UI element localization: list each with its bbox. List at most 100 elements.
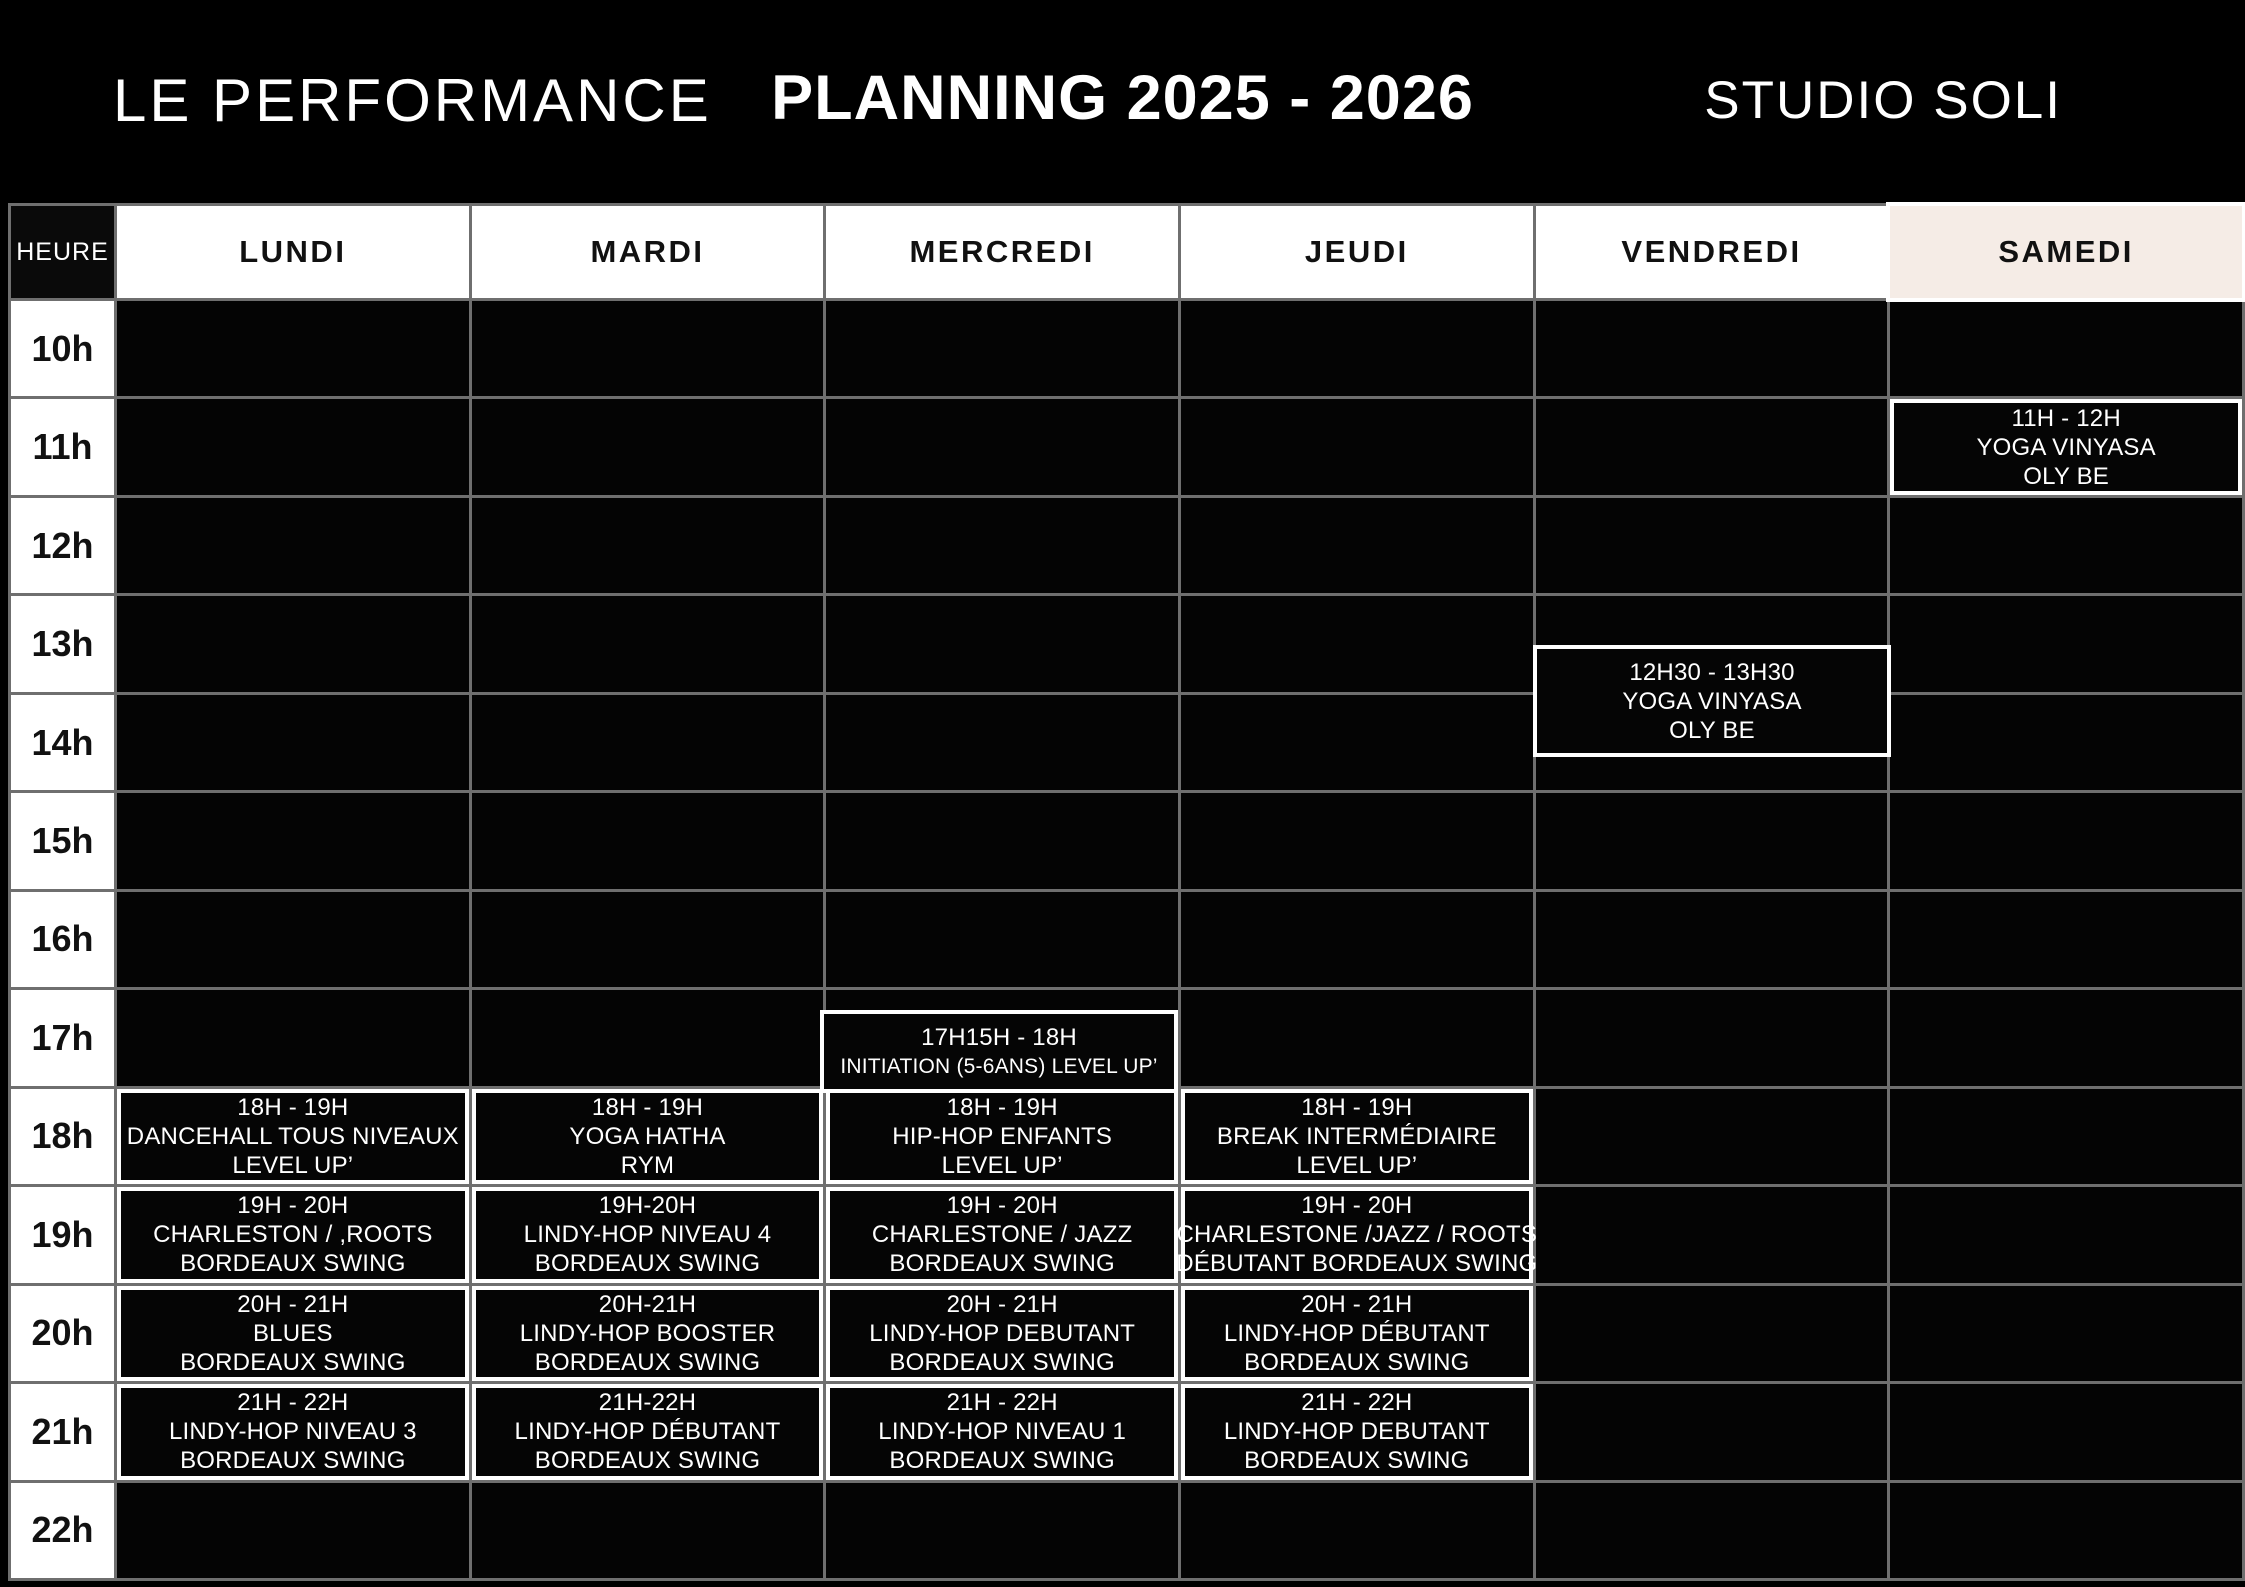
event-mercredi-lindyhop-debutant: 20H - 21H LINDY-HOP DEBUTANT BORDEAUX SW… — [826, 1285, 1178, 1382]
cell-mardi-18h: 18H - 19H YOGA HATHA RYM — [471, 1088, 824, 1185]
hour-label-16h: 16h — [11, 891, 114, 988]
cell-lundi-22h — [117, 1482, 469, 1578]
cell-jeudi-21h: 21H - 22H LINDY-HOP DEBUTANT BORDEAUX SW… — [1180, 1384, 1533, 1480]
cell-samedi-17h — [1890, 990, 2242, 1086]
cell-lundi-21h: 21H - 22H LINDY-HOP NIVEAU 3 BORDEAUX SW… — [117, 1384, 469, 1480]
cell-mercredi-18h: 18H - 19H HIP-HOP ENFANTS LEVEL UP’ — [826, 1088, 1178, 1185]
day-header-samedi: SAMEDI — [1890, 206, 2242, 298]
schedule-grid: HEURE LUNDI MARDI MERCREDI JEUDI VENDRED… — [8, 203, 2245, 1581]
cell-mardi-19h: 19H-20H LINDY-HOP NIVEAU 4 BORDEAUX SWIN… — [471, 1187, 824, 1283]
cell-jeudi-14h — [1180, 694, 1533, 791]
event-title: BREAK INTERMÉDIAIRE — [1216, 1122, 1497, 1150]
event-time: 21H - 22H — [1301, 1389, 1413, 1417]
event-mercredi-initiation: 17H15H - 18H INITIATION (5-6ANS) LEVEL U… — [820, 1010, 1178, 1093]
event-time: 21H - 22H — [946, 1389, 1058, 1417]
hour-label-18h: 18h — [11, 1088, 114, 1185]
cell-samedi-12h — [1890, 497, 2242, 594]
cell-lundi-13h — [117, 596, 469, 692]
event-org: BORDEAUX SWING — [1244, 1447, 1470, 1475]
cell-samedi-19h — [1890, 1187, 2242, 1283]
cell-samedi-20h — [1890, 1285, 2242, 1382]
hour-label-12h: 12h — [11, 497, 114, 594]
cell-lundi-19h: 19H - 20H CHARLESTON / ,ROOTS BORDEAUX S… — [117, 1187, 469, 1283]
cell-vendredi-20h — [1535, 1285, 1888, 1382]
cell-mercredi-19h: 19H - 20H CHARLESTONE / JAZZ BORDEAUX SW… — [826, 1187, 1178, 1283]
hour-column-header: HEURE — [11, 206, 114, 298]
cell-jeudi-10h — [1180, 301, 1533, 397]
cell-samedi-21h — [1890, 1384, 2242, 1480]
event-time: 20H - 21H — [946, 1290, 1058, 1318]
event-time: 21H - 22H — [237, 1389, 349, 1417]
event-jeudi-lindyhop-debutant: 20H - 21H LINDY-HOP DÉBUTANT BORDEAUX SW… — [1180, 1285, 1533, 1382]
event-samedi-yoga-vinyasa: 11H - 12H YOGA VINYASA OLY BE — [1890, 399, 2242, 495]
event-org: OLY BE — [2023, 462, 2109, 490]
event-title: CHARLESTONE /JAZZ / ROOTS — [1176, 1221, 1538, 1249]
event-time: 11H - 12H — [2011, 404, 2121, 432]
event-org: LEVEL UP’ — [941, 1151, 1063, 1179]
event-title: LINDY-HOP DÉBUTANT — [514, 1418, 781, 1446]
cell-mardi-10h — [471, 301, 824, 397]
cell-mardi-21h: 21H-22H LINDY-HOP DÉBUTANT BORDEAUX SWIN… — [471, 1384, 824, 1480]
hour-label-19h: 19h — [11, 1187, 114, 1283]
cell-mercredi-20h: 20H - 21H LINDY-HOP DEBUTANT BORDEAUX SW… — [826, 1285, 1178, 1382]
cell-mercredi-15h — [826, 793, 1178, 889]
cell-samedi-15h — [1890, 793, 2242, 889]
event-time: 12H30 - 13H30 — [1629, 658, 1795, 686]
cell-mardi-12h — [471, 497, 824, 594]
cell-lundi-10h — [117, 301, 469, 397]
cell-mercredi-22h — [826, 1482, 1178, 1578]
event-jeudi-break-intermediaire: 18H - 19H BREAK INTERMÉDIAIRE LEVEL UP’ — [1180, 1088, 1533, 1185]
cell-lundi-15h — [117, 793, 469, 889]
event-mardi-lindyhop-niveau4: 19H-20H LINDY-HOP NIVEAU 4 BORDEAUX SWIN… — [471, 1187, 824, 1283]
cell-mardi-16h — [471, 891, 824, 988]
event-title: LINDY-HOP NIVEAU 4 — [523, 1221, 772, 1249]
event-title: BLUES — [252, 1319, 333, 1347]
hour-label-10h: 10h — [11, 301, 114, 397]
cell-samedi-13h — [1890, 596, 2242, 692]
cell-lundi-16h — [117, 891, 469, 988]
cell-mardi-17h — [471, 990, 824, 1086]
cell-lundi-18h: 18H - 19H DANCEHALL TOUS NIVEAUX LEVEL U… — [117, 1088, 469, 1185]
event-mardi-yoga-hatha: 18H - 19H YOGA HATHA RYM — [471, 1088, 824, 1185]
event-title: LINDY-HOP NIVEAU 3 — [168, 1418, 417, 1446]
event-time: 20H-21H — [598, 1290, 697, 1318]
event-org: DÉBUTANT BORDEAUX SWING — [1176, 1250, 1538, 1278]
hour-label-11h: 11h — [11, 399, 114, 495]
day-header-mercredi: MERCREDI — [826, 206, 1178, 298]
cell-jeudi-20h: 20H - 21H LINDY-HOP DÉBUTANT BORDEAUX SW… — [1180, 1285, 1533, 1382]
cell-jeudi-19h: 19H - 20H CHARLESTONE /JAZZ / ROOTS DÉBU… — [1176, 1187, 1537, 1283]
event-time: 19H - 20H — [1301, 1192, 1413, 1220]
cell-mardi-22h — [471, 1482, 824, 1578]
cell-mercredi-21h: 21H - 22H LINDY-HOP NIVEAU 1 BORDEAUX SW… — [826, 1384, 1178, 1480]
event-time: 20H - 21H — [1301, 1290, 1413, 1318]
cell-mercredi-10h — [826, 301, 1178, 397]
hour-label-20h: 20h — [11, 1285, 114, 1382]
cell-samedi-16h — [1890, 891, 2242, 988]
cell-samedi-18h — [1890, 1088, 2242, 1185]
event-jeudi-charlestone-jazz-roots: 19H - 20H CHARLESTONE /JAZZ / ROOTS DÉBU… — [1176, 1187, 1537, 1283]
event-time: 17H15H - 18H — [921, 1023, 1077, 1051]
cell-vendredi-19h — [1535, 1187, 1888, 1283]
event-title: HIP-HOP ENFANTS — [892, 1122, 1113, 1150]
poster-title: PLANNING 2025 - 2026 — [771, 63, 1474, 133]
event-time: 20H - 21H — [237, 1290, 349, 1318]
cell-vendredi-12h — [1535, 497, 1888, 594]
cell-jeudi-13h — [1180, 596, 1533, 692]
cell-samedi-22h — [1890, 1482, 2242, 1578]
event-time: 18H - 19H — [591, 1093, 704, 1121]
cell-jeudi-16h — [1180, 891, 1533, 988]
hour-label-15h: 15h — [11, 793, 114, 889]
cell-mardi-15h — [471, 793, 824, 889]
event-org: BORDEAUX SWING — [534, 1250, 761, 1278]
event-time: 18H - 19H — [237, 1093, 349, 1121]
cell-vendredi-16h — [1535, 891, 1888, 988]
event-mardi-lindyhop-debutant: 21H-22H LINDY-HOP DÉBUTANT BORDEAUX SWIN… — [471, 1384, 824, 1480]
cell-mardi-11h — [471, 399, 824, 495]
event-title: LINDY-HOP BOOSTER — [519, 1319, 776, 1347]
event-org: BORDEAUX SWING — [534, 1348, 761, 1376]
cell-vendredi-17h — [1535, 990, 1888, 1086]
event-org: LEVEL UP’ — [232, 1151, 354, 1179]
day-header-jeudi: JEUDI — [1180, 206, 1533, 298]
event-lundi-dancehall: 18H - 19H DANCEHALL TOUS NIVEAUX LEVEL U… — [117, 1088, 469, 1185]
cell-jeudi-15h — [1180, 793, 1533, 889]
